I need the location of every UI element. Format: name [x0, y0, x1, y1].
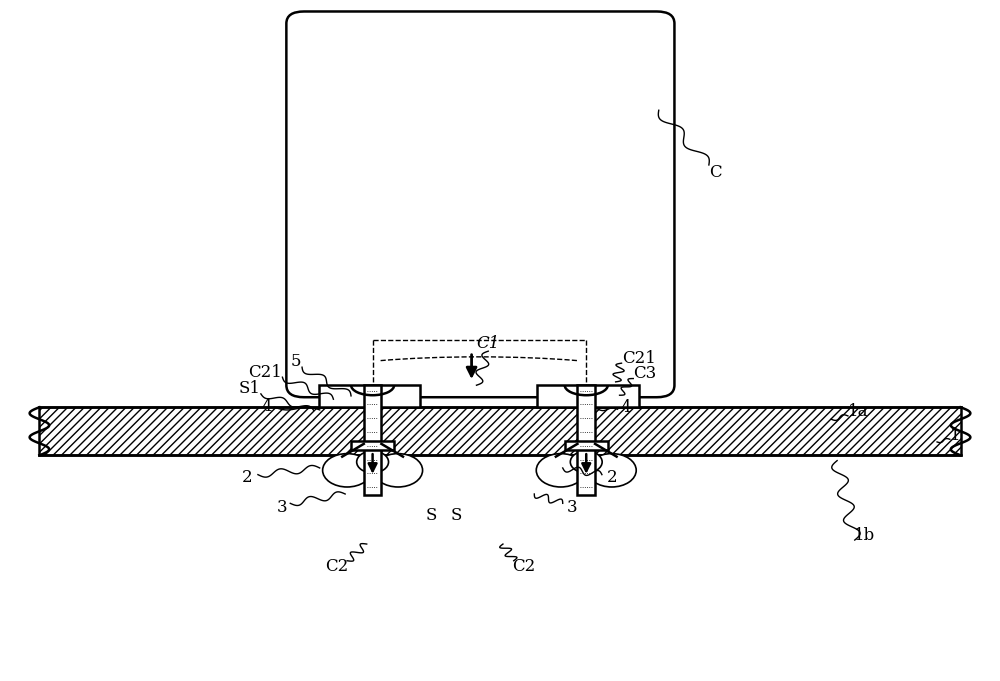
Text: C1: C1	[477, 335, 500, 352]
Text: C2: C2	[512, 558, 535, 575]
Bar	[537, 385, 639, 407]
Text: 1b: 1b	[854, 527, 875, 544]
Bar	[39, 407, 961, 456]
Text: C3: C3	[633, 365, 657, 382]
FancyBboxPatch shape	[286, 12, 674, 397]
Text: 4: 4	[261, 398, 272, 415]
Text: 2: 2	[242, 469, 252, 486]
Text: C2: C2	[325, 558, 348, 575]
Circle shape	[570, 451, 602, 473]
Bar	[565, 441, 608, 450]
Text: S1: S1	[239, 380, 261, 397]
Text: 5: 5	[291, 353, 301, 370]
Text: S: S	[450, 507, 462, 524]
Bar	[577, 385, 595, 495]
Text: C21: C21	[248, 364, 282, 381]
Circle shape	[587, 454, 636, 487]
Text: C21: C21	[622, 350, 656, 367]
Bar	[39, 407, 961, 456]
Circle shape	[536, 454, 585, 487]
Bar	[364, 385, 381, 495]
Circle shape	[374, 454, 423, 487]
Text: 1: 1	[950, 427, 961, 444]
Text: 1a: 1a	[847, 403, 868, 420]
Text: 3: 3	[277, 499, 288, 516]
Text: 2: 2	[606, 469, 617, 486]
Bar	[319, 385, 420, 407]
Text: C: C	[709, 164, 722, 181]
Text: 4: 4	[620, 399, 631, 415]
Text: 3: 3	[567, 499, 578, 516]
Bar	[351, 441, 394, 450]
Circle shape	[323, 454, 372, 487]
Text: S: S	[426, 507, 437, 524]
Circle shape	[357, 451, 389, 473]
